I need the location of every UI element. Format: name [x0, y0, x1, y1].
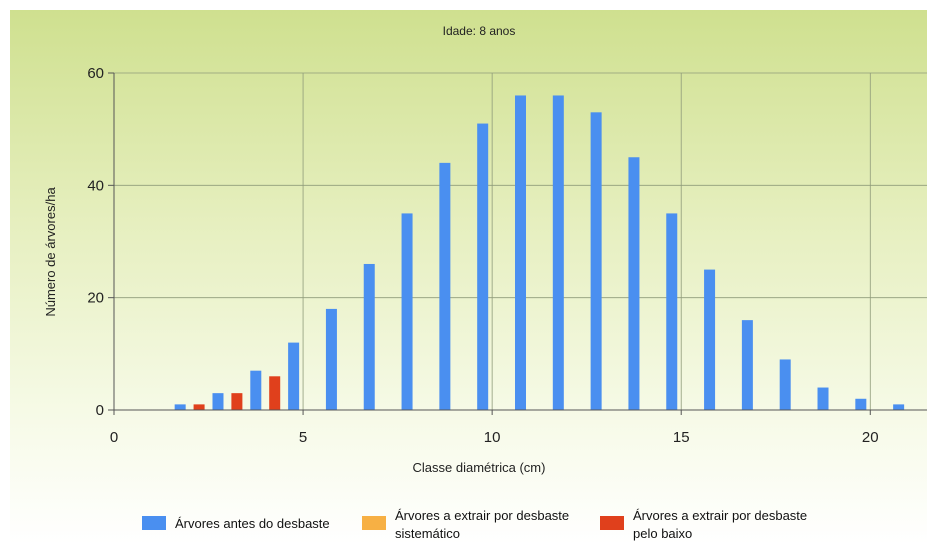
bar — [779, 359, 791, 410]
bars — [174, 95, 905, 411]
x-tick-label: 20 — [862, 429, 879, 446]
bar — [401, 213, 413, 410]
chart: Idade: 8 anos 0 20 40 60 0 5 10 15 20 Classe dia… — [10, 10, 927, 544]
bar — [893, 404, 905, 410]
bar — [855, 398, 867, 410]
legend-label: Árvores a extrair por desbaste — [395, 508, 569, 523]
bar — [288, 342, 300, 410]
chart-svg: Idade: 8 anos 0 20 40 60 0 5 10 15 20 Classe dia… — [43, 24, 927, 541]
y-tick-label: 60 — [87, 65, 104, 82]
y-tick-label: 0 — [96, 402, 104, 419]
bar — [439, 162, 451, 410]
legend: Árvores antes do desbaste Árvores a extra… — [142, 508, 807, 541]
bar — [363, 263, 375, 410]
bar — [817, 387, 829, 410]
axes: 0 20 40 60 0 5 10 15 20 — [87, 65, 927, 446]
bar — [231, 393, 243, 410]
x-tick-label: 15 — [673, 429, 690, 446]
x-axis-label: Classe diamétrica (cm) — [413, 460, 546, 475]
y-tick-label: 20 — [87, 290, 104, 307]
bar — [269, 376, 281, 410]
x-tick-label: 5 — [299, 429, 307, 446]
bar — [193, 404, 205, 410]
bar — [212, 393, 224, 410]
y-axis-label: Número de árvores/ha — [43, 187, 58, 317]
bar — [704, 269, 716, 410]
legend-swatch — [362, 516, 386, 530]
bar — [477, 123, 489, 411]
legend-label: Árvores antes do desbaste — [175, 516, 330, 531]
chart-title: Idade: 8 anos — [443, 24, 516, 38]
bar — [666, 213, 678, 410]
legend-item: Árvores a extrair por desbaste pelo baixo — [600, 508, 807, 541]
grid-lines — [114, 72, 927, 410]
legend-item: Árvores a extrair por desbaste sistemátic… — [362, 508, 569, 541]
bar — [741, 320, 753, 410]
bar — [250, 370, 262, 410]
bar — [628, 157, 640, 410]
legend-label: Árvores a extrair por desbaste — [633, 508, 807, 523]
legend-swatch — [600, 516, 624, 530]
bar — [590, 112, 602, 411]
bar — [552, 95, 564, 410]
bar — [325, 308, 337, 410]
y-tick-label: 40 — [87, 177, 104, 194]
legend-label-line2: sistemático — [395, 526, 460, 541]
legend-label-line2: pelo baixo — [633, 526, 692, 541]
bar — [515, 95, 526, 410]
legend-swatch — [142, 516, 166, 530]
bar — [174, 404, 186, 410]
x-tick-label: 0 — [110, 429, 118, 446]
x-tick-label: 10 — [484, 429, 501, 446]
legend-item: Árvores antes do desbaste — [142, 516, 330, 531]
